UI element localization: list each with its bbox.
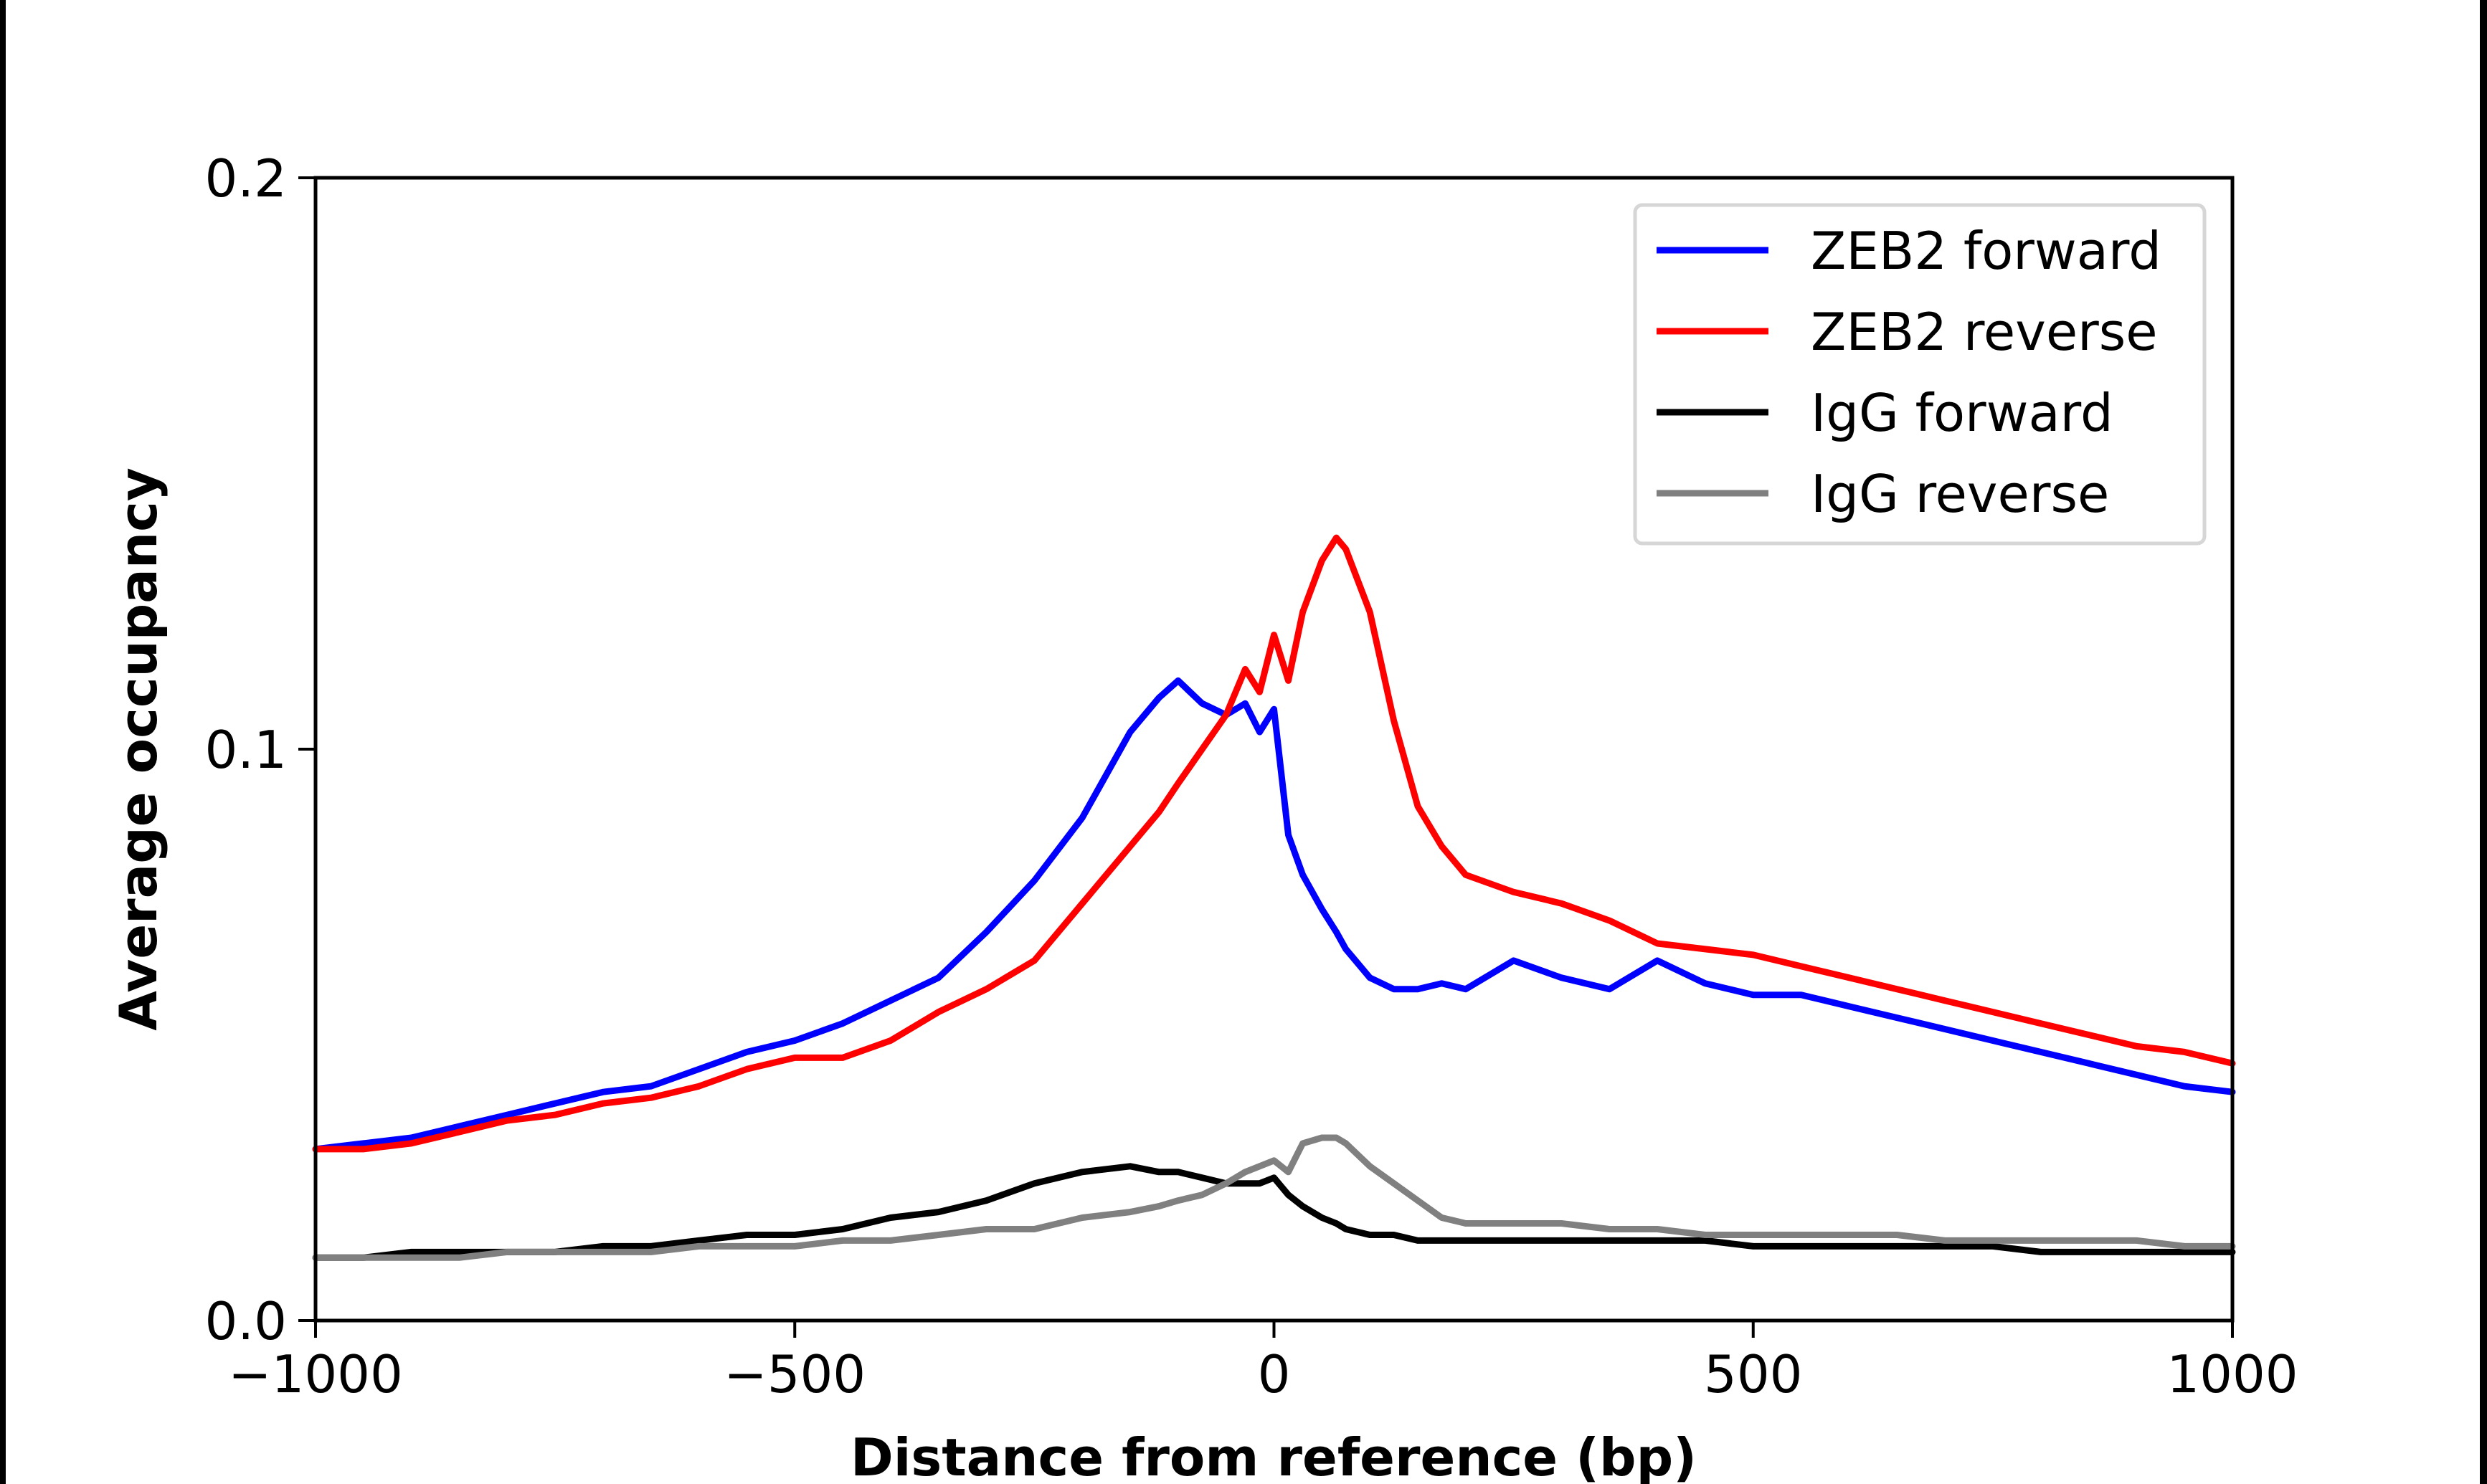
legend-label: ZEB2 reverse xyxy=(1811,302,2158,362)
legend-label: IgG reverse xyxy=(1811,464,2109,524)
series-line-zeb2-forward xyxy=(312,677,2236,1153)
x-tick-label: −500 xyxy=(724,1344,866,1404)
legend-entries: ZEB2 forward ZEB2 reverse IgG forward IgG r… xyxy=(1657,221,2161,524)
y-axis-ticks: 0.0 0.1 0.2 xyxy=(204,148,316,1351)
series-layer xyxy=(312,534,2236,1261)
image-border-right xyxy=(2480,0,2487,1484)
legend: ZEB2 forward ZEB2 reverse IgG forward IgG r… xyxy=(1633,203,2207,546)
x-tick-label: 0 xyxy=(1258,1344,1291,1404)
x-tick-label: 500 xyxy=(1704,1344,1802,1404)
series-line-igg-forward xyxy=(312,1163,2236,1261)
y-axis-title: Average occupancy xyxy=(108,467,169,1031)
legend-box xyxy=(1633,203,2207,546)
x-axis-ticks: −1000 −500 0 500 1000 xyxy=(228,1321,2298,1404)
image-border-left xyxy=(0,0,6,1484)
y-tick-label: 0.2 xyxy=(204,148,287,209)
legend-label: IgG forward xyxy=(1811,383,2113,443)
x-tick-label: −1000 xyxy=(228,1344,403,1404)
x-axis-title: Distance from reference (bp) xyxy=(851,1427,1697,1484)
y-tick-label: 0.1 xyxy=(204,720,287,780)
x-tick-label: 1000 xyxy=(2166,1344,2298,1404)
series-line-zeb2-reverse xyxy=(312,534,2236,1153)
legend-label: ZEB2 forward xyxy=(1811,221,2161,281)
series-line-igg-reverse xyxy=(312,1134,2236,1261)
y-tick-label: 0.0 xyxy=(204,1291,287,1351)
